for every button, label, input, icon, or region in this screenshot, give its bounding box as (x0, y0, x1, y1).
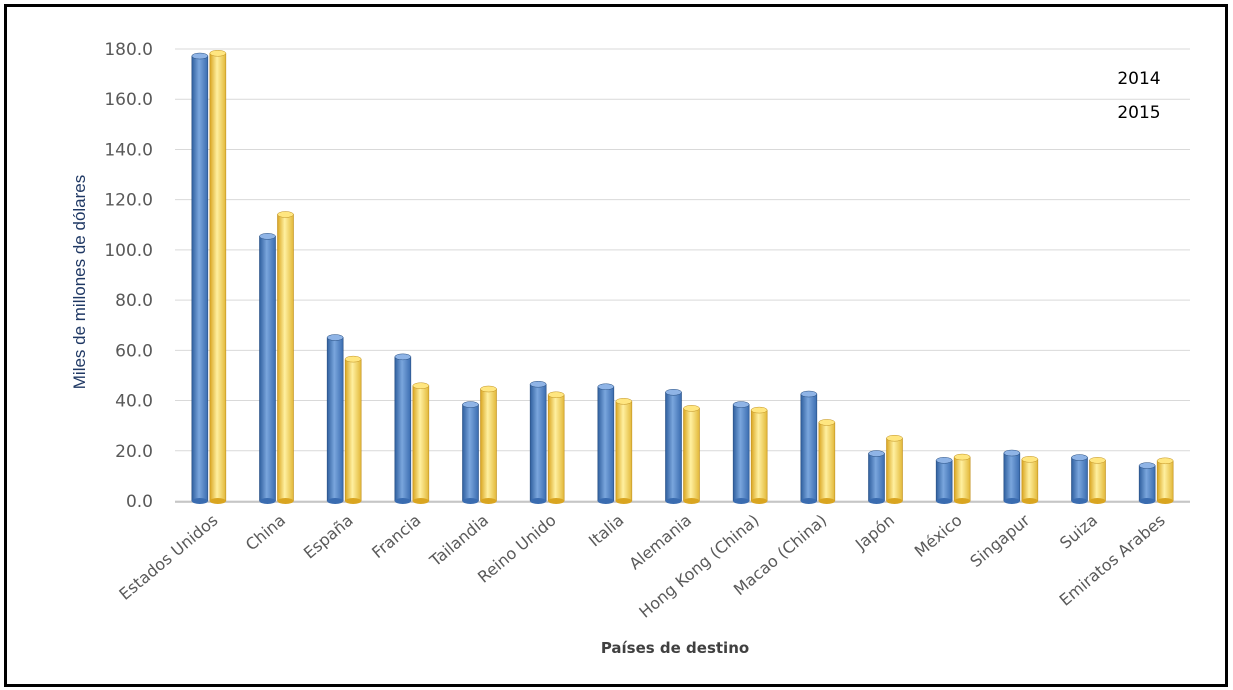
x-tick-label: Francia (368, 511, 424, 563)
x-tick-label: Italia (585, 511, 627, 551)
bar-2015-10 (886, 434, 903, 504)
y-tick-label: 80.0 (115, 291, 153, 311)
bar-2014-1 (259, 233, 276, 504)
bar-2014-12 (1003, 449, 1021, 504)
x-tick-label: México (911, 511, 966, 561)
legend-entry-2015: 2015 (1117, 103, 1160, 123)
y-tick-label: 60.0 (115, 341, 153, 361)
x-tick-labels: Estados Unidos China España Francia Tailandi… (115, 510, 1168, 621)
bar-2014-13 (1071, 454, 1088, 504)
bar-2014-8 (732, 401, 750, 504)
bars (191, 50, 1174, 504)
bar-2015-12 (1021, 456, 1039, 504)
y-tick-label: 0.0 (126, 492, 153, 512)
legend: 2014 2015 (1117, 69, 1160, 123)
x-tick-label: Suiza (1056, 511, 1101, 553)
bar-2014-10 (868, 450, 885, 504)
chart-frame: 0.0 20.0 40.0 60.0 80.0 100.0 120.0 140.0 160.0 1… (4, 4, 1228, 687)
x-tick-label: Hong Kong (China) (635, 511, 762, 622)
bar-2014-6 (597, 383, 615, 504)
y-tick-label: 100.0 (104, 241, 153, 261)
y-tick-labels: 0.0 20.0 40.0 60.0 80.0 100.0 120.0 140.0 160.0 1… (104, 40, 153, 512)
bar-2015-1 (277, 211, 294, 504)
bar-2014-3 (394, 353, 412, 504)
y-tick-label: 160.0 (104, 90, 153, 110)
x-tick-label: Japón (851, 511, 898, 555)
bar-2015-9 (818, 419, 836, 504)
y-tick-label: 180.0 (104, 40, 153, 60)
bar-2015-5 (547, 391, 565, 504)
x-tick-label: China (242, 511, 289, 555)
y-tick-label: 140.0 (104, 140, 153, 160)
x-tick-label: España (300, 511, 357, 563)
bar-2014-7 (665, 389, 682, 504)
bar-2014-14 (1138, 462, 1156, 504)
y-axis-title: Miles de millones de dólares (70, 175, 89, 390)
legend-entry-2014: 2014 (1117, 69, 1160, 89)
y-tick-label: 40.0 (115, 392, 153, 412)
bar-2014-2 (326, 334, 344, 504)
bar-chart: 0.0 20.0 40.0 60.0 80.0 100.0 120.0 140.0 160.0 1… (70, 40, 1190, 657)
y-tick-label: 120.0 (104, 191, 153, 211)
bar-2015-2 (344, 355, 362, 504)
bar-2014-11 (935, 457, 953, 504)
bar-2015-0 (209, 50, 227, 504)
x-tick-label: Tailandia (425, 511, 492, 571)
gridlines (175, 48, 1190, 503)
x-tick-label: Estados Unidos (115, 511, 221, 604)
x-tick-label: Alemania (625, 511, 695, 574)
bar-2015-11 (953, 453, 971, 504)
bar-2015-4 (480, 385, 497, 504)
bar-2014-0 (191, 52, 209, 504)
bar-2014-5 (529, 380, 547, 504)
bar-2015-3 (412, 382, 430, 504)
y-tick-label: 20.0 (115, 442, 153, 462)
bar-2015-6 (615, 398, 633, 504)
bar-2015-7 (683, 405, 700, 504)
bar-2015-14 (1156, 457, 1174, 504)
x-axis-title: Países de destino (601, 639, 749, 657)
bar-2014-4 (462, 401, 479, 504)
bar-2015-8 (750, 406, 768, 504)
bar-2014-9 (800, 390, 818, 504)
bar-2015-13 (1089, 457, 1106, 504)
x-tick-label: Singapur (966, 510, 1033, 571)
